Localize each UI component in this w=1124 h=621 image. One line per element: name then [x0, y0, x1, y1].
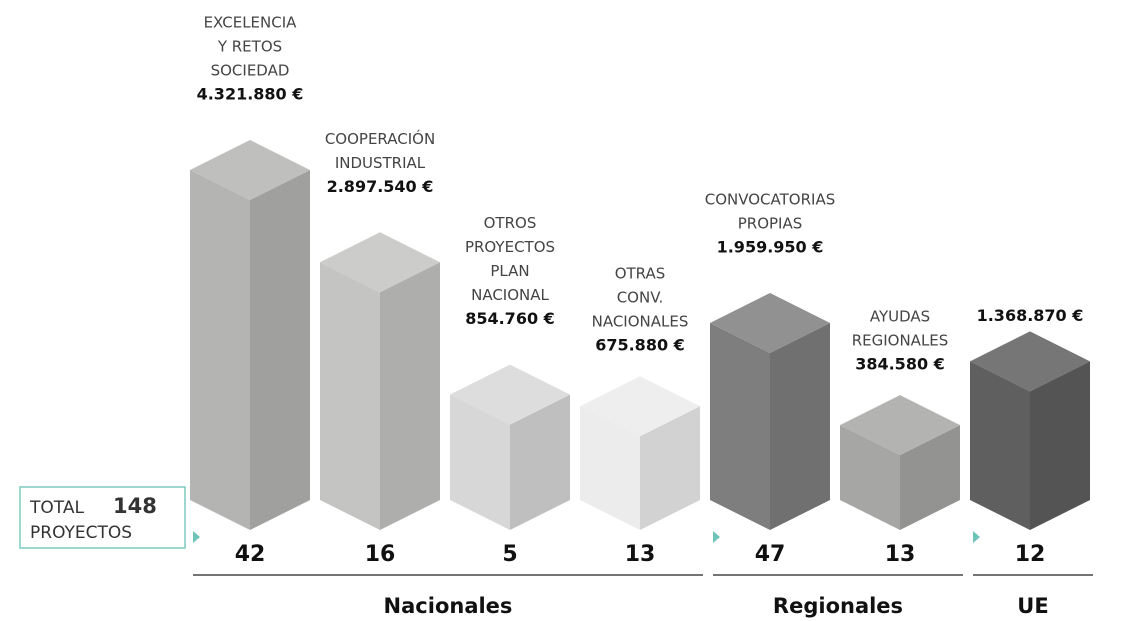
bar-top-face — [710, 293, 830, 354]
group-marker — [713, 531, 720, 543]
category-label: PROPIAS — [738, 215, 803, 233]
value-label: 675.880 € — [595, 336, 685, 355]
category-label: PLAN — [490, 262, 529, 280]
bar-right-face — [380, 262, 440, 530]
category-label: NACIONALES — [592, 313, 689, 331]
bar-right-face — [640, 406, 700, 530]
bar-top-face — [450, 364, 570, 425]
bar-top-face — [970, 331, 1090, 392]
category-label: EXCELENCIA — [204, 14, 298, 32]
project-count: 5 — [502, 542, 517, 567]
project-count: 13 — [885, 542, 916, 567]
bar-top-shade — [190, 140, 310, 200]
category-label: SOCIEDAD — [211, 62, 290, 80]
group-marker — [193, 531, 200, 543]
project-count: 42 — [235, 542, 266, 567]
value-label: 4.321.880 € — [197, 85, 304, 104]
bar-left-face — [710, 323, 770, 530]
total-unit: PROYECTOS — [30, 523, 132, 543]
total-box — [19, 486, 186, 549]
value-label: 1.368.870 € — [977, 306, 1084, 325]
category-label: AYUDAS — [870, 308, 930, 326]
bar-right-shade — [770, 323, 830, 530]
bar-right-face — [250, 170, 310, 530]
category-label: REGIONALES — [852, 332, 949, 350]
category-label: OTRAS — [615, 265, 666, 283]
bar-left-face — [840, 425, 900, 530]
category-label: NACIONAL — [471, 286, 549, 304]
value-label: 1.959.950 € — [717, 238, 824, 257]
group-marker — [973, 531, 980, 543]
group-label: Regionales — [773, 594, 903, 618]
bar-left-face — [320, 262, 380, 530]
bar-top-face — [580, 376, 700, 437]
total-label: TOTAL — [29, 498, 84, 518]
bar-right-shade — [250, 170, 310, 530]
value-label: 854.760 € — [465, 309, 555, 328]
group-label: Nacionales — [384, 594, 513, 618]
project-count: 12 — [1015, 542, 1046, 567]
category-label: CONVOCATORIAS — [705, 191, 835, 209]
bar-right-shade — [380, 262, 440, 530]
bar-left-face — [580, 406, 640, 530]
category-label: Y RETOS — [217, 38, 282, 56]
bar-right-face — [770, 323, 830, 530]
bar-right-shade — [510, 394, 570, 530]
bar-top-face — [320, 232, 440, 293]
category-label: COOPERACIÓN — [325, 129, 435, 148]
bar-right-shade — [1030, 361, 1090, 530]
bar-top-shade — [840, 395, 960, 456]
bar-left-face — [450, 394, 510, 530]
bar-right-face — [510, 394, 570, 530]
bar-right-face — [1030, 361, 1090, 530]
bar-top-shade — [710, 293, 830, 354]
bar-right-face — [900, 425, 960, 530]
project-count: 16 — [365, 542, 396, 567]
bar-top-shade — [580, 376, 700, 437]
total-value: 148 — [113, 494, 157, 518]
value-label: 2.897.540 € — [327, 177, 434, 196]
bar-top-shade — [320, 232, 440, 293]
bar-left-face — [970, 361, 1030, 530]
project-count: 13 — [625, 542, 656, 567]
bar-top-face — [840, 395, 960, 456]
group-label: UE — [1017, 594, 1048, 618]
bar-top-shade — [970, 331, 1090, 392]
project-count: 47 — [755, 542, 786, 567]
bar-left-face — [190, 170, 250, 530]
bar-right-shade — [900, 425, 960, 530]
bar-top-face — [190, 140, 310, 200]
category-label: CONV. — [617, 289, 664, 307]
category-label: PROYECTOS — [465, 238, 555, 256]
bar-right-shade — [640, 406, 700, 530]
value-label: 384.580 € — [855, 355, 945, 374]
category-label: OTROS — [484, 214, 537, 232]
bar-top-shade — [450, 364, 570, 425]
category-label: INDUSTRIAL — [335, 154, 426, 172]
